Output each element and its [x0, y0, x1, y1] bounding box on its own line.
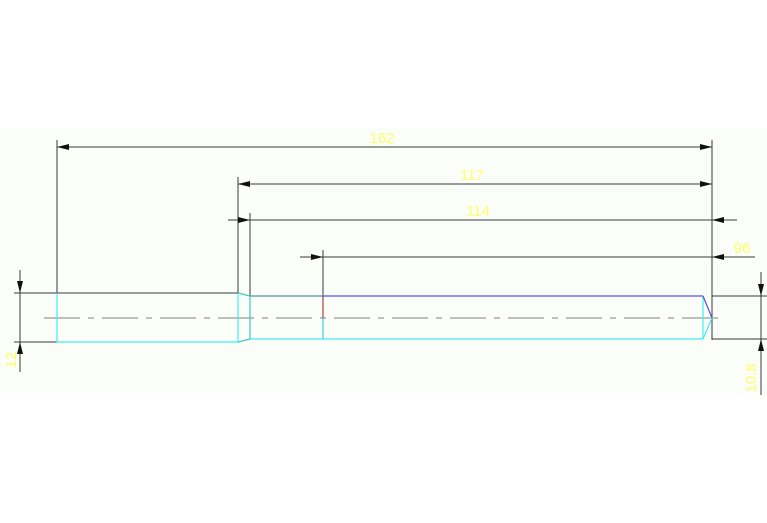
- dim-text-12: 12: [3, 352, 20, 369]
- dim-text-96: 96: [734, 240, 751, 257]
- arrow-117-left: [238, 181, 250, 187]
- dimension-lines: [17, 144, 764, 395]
- shaft-part: [56, 292, 713, 343]
- dim-text-162: 162: [369, 130, 394, 147]
- dim-text-117: 117: [460, 167, 484, 184]
- arrow-10-8-top: [758, 284, 764, 296]
- arrow-96-right: [712, 254, 724, 260]
- shaft-taper: [237, 292, 251, 343]
- arrow-96-left: [311, 254, 323, 260]
- drawing-area: [0, 128, 767, 393]
- shaft-chamfer-bottom: [702, 317, 713, 340]
- arrow-12-top: [17, 281, 23, 293]
- shaft-chamfer-top: [702, 295, 713, 319]
- dim-text-114: 114: [466, 203, 490, 220]
- arrow-114-left: [238, 217, 250, 223]
- shaft-large-section: [56, 293, 239, 343]
- arrow-114-right: [712, 217, 724, 223]
- arrow-10-8-bottom: [758, 339, 764, 351]
- arrow-162-left: [57, 144, 69, 150]
- dimension-labels: 162 117 114 96 12 10.8: [3, 130, 760, 393]
- dim-text-10-8: 10.8: [743, 363, 760, 392]
- arrow-12-bottom: [17, 342, 23, 354]
